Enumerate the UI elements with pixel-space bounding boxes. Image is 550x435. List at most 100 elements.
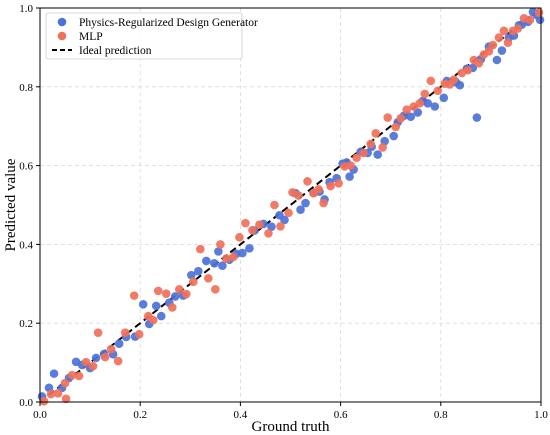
data-point-pr-design-generator: [280, 215, 289, 225]
data-point-pr-design-generator: [245, 244, 254, 253]
x-tick-label: 0.0: [33, 409, 47, 421]
data-point-mlp: [396, 114, 406, 123]
data-point-mlp: [88, 361, 98, 371]
data-point-pr-design-generator: [267, 222, 276, 231]
data-point-mlp: [67, 370, 77, 380]
data-point-mlp: [204, 273, 213, 283]
data-point-pr-design-generator: [423, 99, 433, 108]
data-point-mlp: [181, 289, 191, 299]
data-point-pr-design-generator: [214, 247, 223, 256]
legend-label-ideal-prediction: Ideal prediction: [79, 45, 152, 57]
data-point-mlp: [148, 315, 158, 325]
data-point-mlp: [415, 99, 425, 108]
data-point-pr-design-generator: [389, 131, 399, 141]
data-point-pr-design-generator: [151, 301, 161, 311]
data-point-mlp: [74, 371, 84, 381]
data-point-mlp: [503, 38, 513, 47]
data-point-mlp: [161, 289, 171, 298]
legend: Physics-Regularized Design Generator MLP…: [45, 12, 258, 60]
data-point-mlp: [499, 26, 509, 36]
data-point-mlp: [100, 352, 110, 362]
y-tick-label: 0.2: [19, 318, 33, 330]
data-point-pr-design-generator: [194, 266, 203, 276]
data-point-mlp: [61, 394, 71, 404]
data-point-mlp: [241, 218, 250, 228]
data-point-mlp: [46, 389, 56, 399]
data-point-mlp: [60, 378, 70, 388]
y-tick-label: 0.6: [19, 161, 33, 173]
data-point-mlp: [248, 225, 257, 235]
data-point-mlp: [352, 153, 361, 163]
y-tick-label: 0.4: [19, 239, 33, 251]
data-point-pr-design-generator: [455, 80, 465, 90]
x-tick-label: 1.0: [534, 409, 548, 421]
y-tick-label: 0.0: [19, 397, 33, 409]
data-point-mlp: [189, 277, 198, 287]
data-point-mlp: [196, 244, 205, 254]
data-point-mlp: [402, 105, 412, 114]
data-point-mlp: [449, 75, 459, 85]
data-point-pr-design-generator: [492, 55, 502, 65]
data-point-mlp: [134, 329, 144, 339]
data-point-mlp: [378, 143, 387, 152]
data-point-pr-design-generator: [238, 248, 247, 258]
legend-box: [45, 12, 243, 60]
data-point-pr-design-generator: [345, 172, 354, 181]
data-point-pr-design-generator: [114, 339, 124, 348]
data-point-mlp: [426, 76, 436, 86]
data-point-pr-design-generator: [296, 205, 305, 215]
data-point-mlp: [334, 179, 343, 188]
x-tick-label: 0.6: [334, 409, 348, 421]
data-point-pr-design-generator: [472, 113, 482, 122]
data-point-pr-design-generator: [202, 256, 211, 266]
legend-label-mlp: MLP: [79, 31, 103, 43]
legend-marker-mlp: [57, 31, 67, 41]
data-point-mlp: [216, 240, 225, 249]
data-point-mlp: [371, 128, 380, 138]
data-point-mlp: [294, 191, 303, 200]
data-point-pr-design-generator: [497, 46, 507, 55]
data-point-pr-design-generator: [91, 353, 101, 363]
data-point-mlp: [513, 24, 523, 33]
data-point-mlp: [314, 184, 323, 194]
data-point-mlp: [153, 286, 163, 296]
data-point-pr-design-generator: [430, 102, 440, 111]
data-point-mlp: [534, 8, 544, 18]
data-point-mlp: [222, 254, 231, 263]
data-point-mlp: [484, 47, 494, 56]
y-tick-label: 0.8: [19, 82, 33, 94]
data-point-mlp: [81, 357, 91, 367]
data-point-pr-design-generator: [138, 299, 148, 309]
data-point-mlp: [525, 15, 535, 25]
x-axis-title: Ground truth: [252, 419, 330, 435]
data-point-mlp: [463, 65, 473, 75]
data-point-pr-design-generator: [49, 369, 59, 378]
data-point-mlp: [346, 161, 355, 170]
data-point-mlp: [106, 344, 116, 354]
data-point-mlp: [235, 233, 244, 242]
data-point-mlp: [53, 389, 63, 398]
data-point-mlp: [264, 229, 273, 238]
data-point-mlp: [270, 200, 279, 210]
data-point-mlp: [255, 220, 264, 229]
y-axis-title: Predicted value: [3, 158, 19, 251]
data-point-mlp: [359, 148, 368, 158]
data-point-mlp: [174, 285, 184, 294]
data-point-mlp: [93, 328, 103, 337]
data-point-mlp: [120, 328, 130, 337]
y-tick-label: 1.0: [19, 3, 33, 15]
data-point-pr-design-generator: [156, 311, 166, 321]
ideal-prediction-line: [39, 7, 542, 403]
x-tick-label: 0.4: [234, 409, 248, 421]
data-point-mlp: [39, 396, 49, 406]
data-point-pr-design-generator: [187, 270, 196, 280]
data-point-pr-design-generator: [406, 112, 416, 122]
data-point-mlp: [284, 208, 293, 218]
data-point-mlp: [276, 221, 285, 231]
x-tick-label: 0.8: [434, 409, 448, 421]
data-point-pr-design-generator: [535, 15, 545, 25]
data-point-mlp: [366, 139, 375, 149]
reference-line-layer: [39, 7, 542, 403]
data-point-pr-design-generator: [301, 198, 310, 208]
